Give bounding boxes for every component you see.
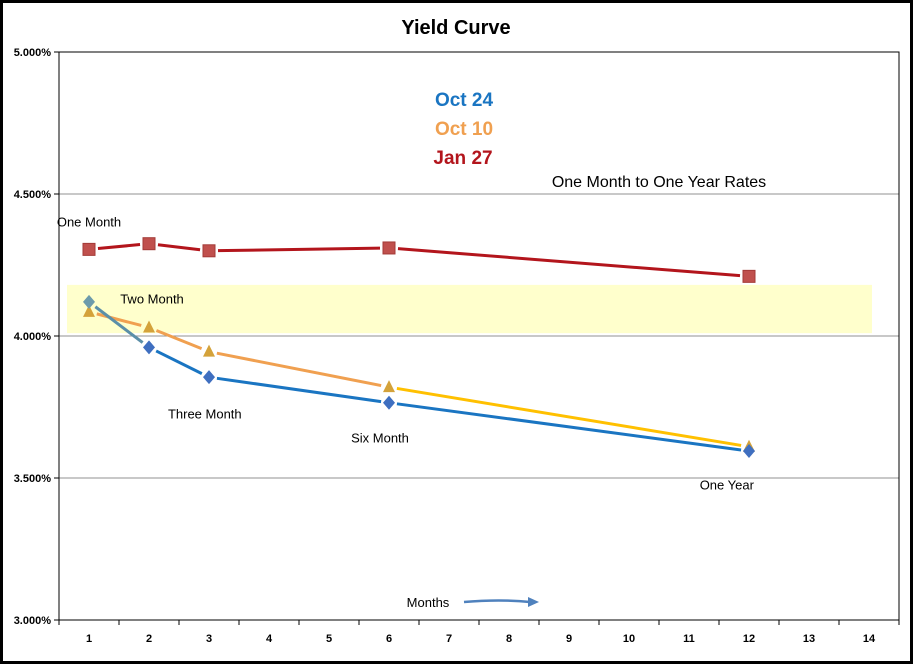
- x-tick-label: 5: [326, 633, 332, 645]
- series-line-jan27: [217, 246, 381, 253]
- x-tick-label: 1: [86, 633, 92, 645]
- legend-entry-oct24: Oct 24: [435, 90, 494, 111]
- marker-oct24: [143, 340, 155, 355]
- highlight-band: [67, 284, 872, 334]
- marker-jan27: [742, 269, 756, 283]
- marker-oct24: [383, 395, 395, 410]
- x-tick-label: 6: [386, 633, 392, 645]
- annotation-label: One Month: [57, 215, 121, 230]
- series-line-oct24: [396, 402, 742, 452]
- series-line-jan27: [397, 247, 741, 278]
- x-tick-label: 14: [863, 633, 876, 645]
- annotation-label: Two Month: [120, 291, 184, 306]
- marker-jan27: [382, 241, 396, 255]
- x-tick-label: 12: [743, 633, 755, 645]
- y-tick-label: 3.000%: [14, 615, 52, 627]
- legend-entry-oct10: Oct 10: [435, 119, 493, 140]
- x-tick-label: 8: [506, 633, 512, 645]
- marker-jan27: [82, 242, 96, 256]
- series-line-oct10: [396, 386, 742, 447]
- x-axis-label: Months: [407, 595, 450, 610]
- marker-jan27: [142, 237, 156, 251]
- y-tick-label: 5.000%: [14, 47, 52, 59]
- y-tick-label: 3.500%: [14, 473, 52, 485]
- series-line-oct10: [216, 351, 382, 388]
- x-tick-label: 3: [206, 633, 212, 645]
- marker-oct24: [83, 294, 95, 309]
- marker-oct24: [743, 444, 755, 459]
- x-tick-label: 2: [146, 633, 152, 645]
- chart-title: Yield Curve: [401, 17, 510, 39]
- marker-oct10: [143, 320, 155, 333]
- marker-oct24: [203, 370, 215, 385]
- series-line-jan27: [157, 243, 201, 252]
- marker-jan27: [202, 244, 216, 258]
- x-tick-label: 7: [446, 633, 452, 645]
- marker-oct10: [203, 344, 215, 357]
- series-line-oct10: [155, 329, 203, 351]
- x-tick-label: 9: [566, 633, 572, 645]
- x-tick-label: 11: [683, 633, 695, 645]
- annotation-label: Three Month: [168, 406, 242, 421]
- series-line-oct24: [216, 376, 382, 404]
- annotation-label: One Year: [700, 477, 755, 492]
- annotation-label: Six Month: [351, 431, 409, 446]
- series-line-jan27: [97, 243, 141, 251]
- marker-oct10: [383, 380, 395, 393]
- x-tick-label: 4: [266, 633, 273, 645]
- x-tick-label: 10: [623, 633, 635, 645]
- series-line-oct24: [94, 305, 144, 344]
- y-tick-label: 4.000%: [14, 331, 52, 343]
- marker-oct10: [83, 304, 95, 317]
- chart-subtitle: One Month to One Year Rates: [552, 174, 766, 191]
- series-line-oct10: [96, 312, 142, 327]
- y-tick-label: 4.500%: [14, 189, 52, 201]
- right-arrow-icon: [463, 597, 539, 607]
- legend-entry-jan27: Jan 27: [433, 148, 492, 169]
- x-tick-label: 13: [803, 633, 815, 645]
- series-line-oct24: [155, 349, 203, 375]
